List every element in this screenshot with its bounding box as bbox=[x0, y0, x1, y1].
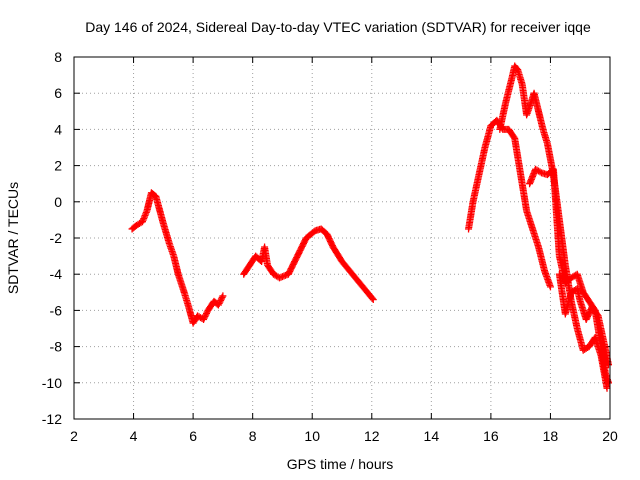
x-tick-label: 16 bbox=[483, 428, 499, 444]
data-point bbox=[219, 292, 227, 300]
y-tick-label: 2 bbox=[54, 158, 62, 174]
data-point bbox=[200, 314, 208, 322]
data-point bbox=[368, 294, 376, 302]
y-tick-label: -8 bbox=[50, 339, 63, 355]
y-tick-label: -2 bbox=[50, 230, 63, 246]
data-point bbox=[605, 361, 613, 369]
y-tick-label: -12 bbox=[42, 411, 62, 427]
y-tick-label: -4 bbox=[50, 266, 63, 282]
chart-title: Day 146 of 2024, Sidereal Day-to-day VTE… bbox=[85, 19, 591, 35]
data-point bbox=[216, 298, 224, 306]
series-arc-6 bbox=[555, 270, 613, 369]
series-arc-4 bbox=[496, 62, 611, 392]
axis-ticks: 2 4 6 8 10 12 14 16 18 20 -12 -10 -8 -6 -4 -2 0 2 4 6 8 bbox=[42, 49, 618, 444]
x-tick-label: 20 bbox=[602, 428, 618, 444]
data-point bbox=[200, 315, 208, 323]
y-tick-label: 4 bbox=[54, 121, 62, 137]
data-point bbox=[202, 311, 210, 319]
x-axis-label: GPS time / hours bbox=[287, 456, 394, 472]
plot-frame bbox=[73, 56, 611, 420]
series-arc-1 bbox=[128, 189, 227, 327]
data-point bbox=[546, 283, 554, 291]
y-tick-label: 8 bbox=[54, 49, 62, 65]
y-tick-label: 0 bbox=[54, 194, 62, 210]
data-marks bbox=[128, 62, 613, 392]
y-axis-label: SDTVAR / TECUs bbox=[5, 182, 21, 294]
x-tick-label: 18 bbox=[543, 428, 559, 444]
x-tick-label: 10 bbox=[304, 428, 320, 444]
x-tick-label: 14 bbox=[424, 428, 440, 444]
x-tick-label: 2 bbox=[70, 428, 78, 444]
series-arc-2 bbox=[240, 225, 377, 304]
data-point bbox=[201, 312, 209, 320]
x-tick-label: 6 bbox=[189, 428, 197, 444]
y-tick-label: -10 bbox=[42, 375, 62, 391]
data-point bbox=[605, 379, 613, 387]
x-tick-label: 8 bbox=[249, 428, 257, 444]
x-tick-label: 12 bbox=[364, 428, 380, 444]
grid bbox=[74, 57, 610, 419]
data-point bbox=[218, 293, 226, 301]
data-point bbox=[217, 295, 225, 303]
data-point bbox=[603, 384, 611, 392]
data-point bbox=[217, 296, 225, 304]
data-point bbox=[369, 296, 377, 304]
series-arc-5 bbox=[526, 165, 613, 387]
data-point bbox=[215, 299, 223, 307]
y-tick-label: 6 bbox=[54, 85, 62, 101]
data-point bbox=[214, 301, 222, 309]
series-arc-3 bbox=[465, 116, 554, 291]
data-point bbox=[203, 309, 211, 317]
y-tick-label: -6 bbox=[50, 302, 63, 318]
x-tick-label: 4 bbox=[130, 428, 138, 444]
